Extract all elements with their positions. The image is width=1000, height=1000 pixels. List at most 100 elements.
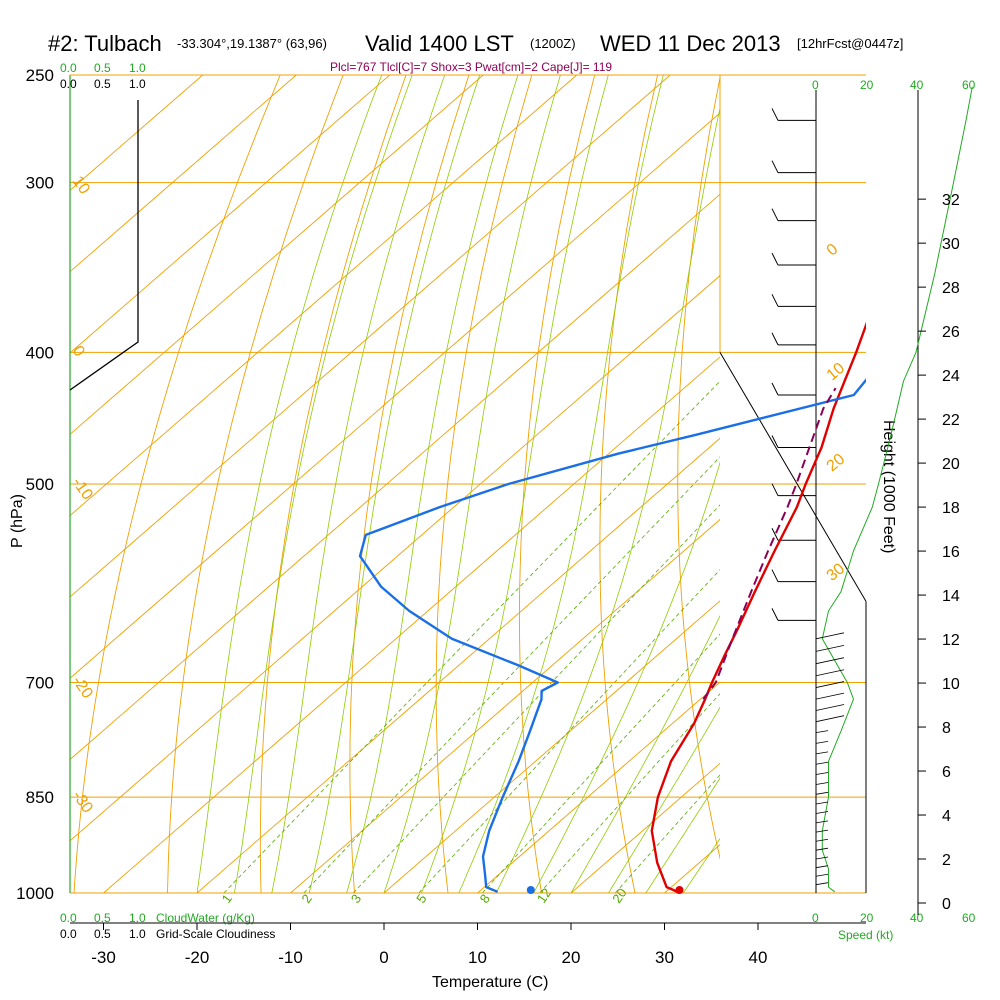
dry-adiabat-line [518,75,596,894]
wind-barb [815,820,829,824]
wind-barb [815,751,829,755]
moist-adiabat-line [421,75,609,894]
wind-barb [815,772,829,775]
height-tick-label: 12 [942,632,960,649]
mixing-ratio-label: 20 [609,885,630,905]
wind-barb [815,801,829,805]
series-clip [358,321,866,895]
mixing-ratio-line [303,456,720,894]
indices-line: Plcl=767 Tlcl[C]=7 Shox=3 Pwat[cm]=2 Cap… [330,60,612,74]
moist-adiabat-line [234,75,413,894]
dry-adiabat-line [677,75,720,860]
cloud-black-top-0: 0.0 [60,77,77,91]
wind-barb [815,829,829,833]
height-tick-label: 28 [942,280,960,297]
wind-barb [815,811,829,814]
height-tick-label: 24 [942,368,960,385]
moist-adiabat-line [645,777,720,894]
height-tick-label: 32 [942,192,960,209]
wind-barb-flag [771,108,779,121]
moist-adiabat-line [383,75,561,894]
moist-adiabat-line [308,75,481,894]
height-tick-label: 14 [942,588,960,605]
wind-speed-line [821,86,973,893]
dry-adiabat-line [966,75,1000,893]
wind-barb [815,644,845,652]
cloud-black-bot-1: 0.5 [94,927,111,941]
p-tick-label: 400 [26,343,54,362]
wind-barb [815,692,845,700]
cloud-scale-top: 0.0 0.5 1.0 0.0 0.5 1.0 [60,61,146,91]
wind-barb [815,838,829,842]
wind-barb [815,865,829,869]
isotherm-label: 20 [824,451,849,476]
x-tick-label: 30 [655,948,674,967]
wind-barb-flag [771,483,779,496]
x-tick-label: 20 [562,948,581,967]
dry-adiabat-line [73,75,281,894]
station-title: #2: Tulbach [48,31,162,56]
mixing-ratio-line [418,569,720,894]
moist-adiabat-line [196,75,383,894]
moist-adiabat-line [533,461,720,894]
p-tick-label: 300 [26,174,54,193]
y2-axis-title: Height (1000 Feet) [880,420,897,553]
wind-barb [815,669,845,677]
wind-barb [815,632,845,640]
isotherm-line [852,75,1000,893]
height-tick-label: 16 [942,544,960,561]
speed-scale: 0 20 40 60 0 20 40 60 Speed (kt) [812,78,976,942]
dry-adiabat-line [599,75,659,894]
wind-barb [815,704,845,711]
x-tick-label: -20 [185,948,210,967]
zulu-time: (1200Z) [530,36,576,51]
panel-diagonal [719,352,867,602]
dewpoint-line [358,378,866,893]
moist-adiabat-line [271,75,446,894]
height-tick-label: 18 [942,500,960,517]
isotherm-label: -30 [69,788,96,817]
p-tick-label: 500 [26,475,54,494]
station-location: -33.304°,19.1387° (63,96) [177,36,327,51]
cloud-black-bot-2: 1.0 [129,927,146,941]
x-axis-title: Temperature (C) [432,974,548,991]
wind-barb-flag [771,208,779,221]
isotherm-line [70,75,390,354]
cloud-black-top-2: 1.0 [129,77,146,91]
height-tick-label: 22 [942,412,960,429]
grid-clip [70,75,1000,894]
height-tick-label: 10 [942,676,960,693]
cloudiness-line [69,100,139,391]
wind-barb-flag [771,294,779,307]
wind-barb-flag [771,608,779,621]
wind-barb [815,882,829,886]
x-tick-label: -10 [278,948,303,967]
temperature-surface-marker [675,886,684,894]
speed-axis-label: Speed (kt) [838,928,893,942]
axis-ticks: -30 -20 -10 0 10 20 30 402503004005007008501000… [16,66,960,967]
wind-barb [815,657,845,665]
cloud-green-top-1: 0.5 [94,61,111,75]
speed-bot-black-2: 40 [910,911,924,925]
mixing-ratio-line [353,504,720,894]
x-tick-label: 0 [379,948,388,967]
isotherm-label: 0 [824,241,842,260]
mixing-ratio-line [482,633,720,894]
x-tick-label: -30 [91,948,116,967]
speed-top-green-2: 60 [962,78,976,92]
dry-adiabat-line [435,75,533,894]
wind-barb [815,856,829,860]
wind-barb-flag [771,528,779,541]
cloud-black-bot-0: 0.0 [60,927,77,941]
temperature-line [650,321,866,895]
speed-top-black-0: 0 [812,78,819,92]
mixing-ratio-line [223,380,720,894]
height-tick-label: 8 [942,720,951,737]
speed-bot-green-0: 60 [962,911,976,925]
wind-barb [815,730,829,734]
p-tick-label: 700 [26,674,54,693]
isotherm-label: 0 [69,343,88,360]
sounding-series [358,321,866,895]
height-tick-label: 0 [942,896,951,913]
